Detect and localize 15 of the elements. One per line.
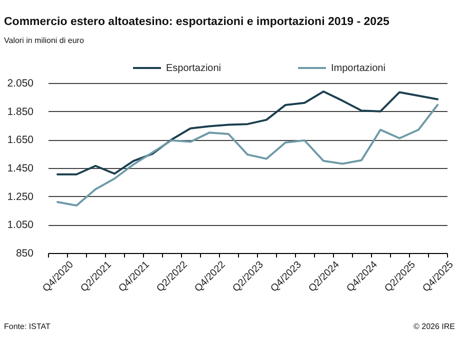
y-tick-label: 1.050	[7, 219, 34, 232]
y-tick-label: 1.650	[7, 134, 34, 146]
y-tick-label: 2.050	[7, 78, 34, 90]
legend-label: Esportazioni	[166, 63, 222, 74]
y-tick-label: 1.850	[7, 106, 34, 118]
y-tick-label: 1.450	[7, 162, 34, 174]
text: © 2026 IRE	[414, 322, 455, 331]
source-note: Fonte: ISTAT	[4, 322, 50, 331]
y-tick-label: 850	[16, 248, 34, 260]
chart-title: Commercio estero altoatesino: esportazioni e importazioni 2019 - 2025	[4, 16, 390, 28]
line-series	[56, 104, 438, 207]
y-tick-label: 1.250	[7, 190, 34, 203]
legend-label: Importazioni	[331, 63, 386, 74]
chart-subtitle: Valori in milioni di euro	[4, 36, 84, 45]
line-series	[56, 90, 438, 176]
